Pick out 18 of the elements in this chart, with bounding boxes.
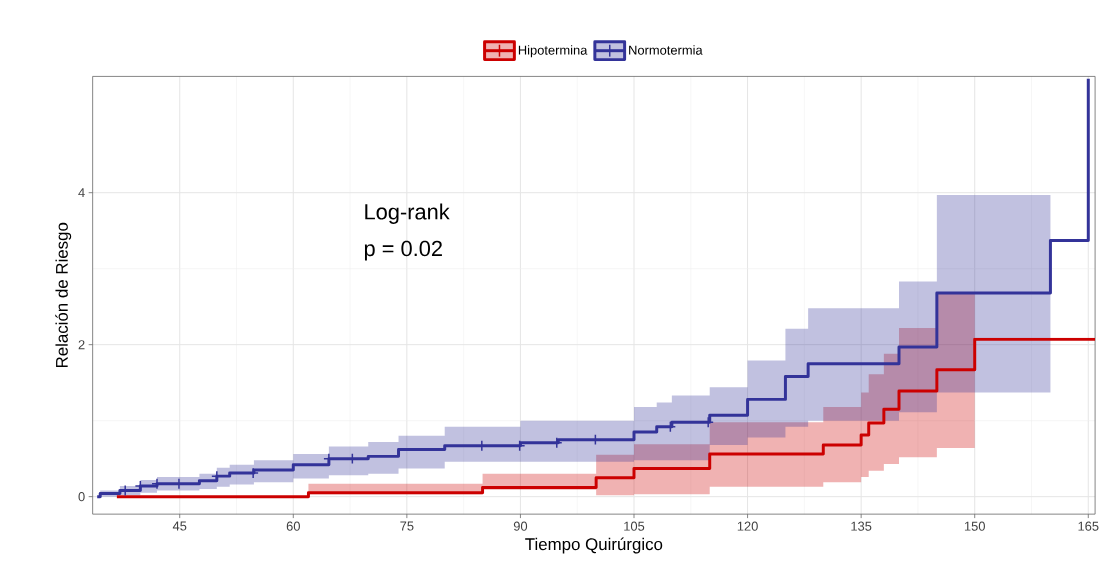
y-tick-label: 4 (78, 188, 85, 198)
x-tick-label: 45 (172, 521, 187, 531)
annotation: p = 0.02 (364, 240, 442, 261)
x-tick-label: 60 (286, 521, 300, 531)
x-tick-label: 90 (513, 521, 528, 531)
x-tick-label: 150 (964, 521, 985, 531)
legend-label: Normotermia (629, 45, 703, 55)
x-tick-label: 105 (624, 521, 645, 531)
y-tick-label: 2 (78, 340, 85, 350)
legend-label: Hipotermina (518, 45, 588, 58)
x-axis-title: Tiempo Quirúrgico (525, 537, 663, 554)
y-tick-label: 0 (78, 492, 85, 502)
x-tick-label: 75 (400, 521, 414, 531)
x-tick-label: 135 (851, 521, 872, 531)
x-tick-label: 120 (737, 521, 758, 531)
y-axis-title: Relación de Riesgo (55, 223, 72, 368)
annotation: Log-rank (365, 203, 450, 225)
x-tick-label: 165 (1078, 521, 1099, 531)
